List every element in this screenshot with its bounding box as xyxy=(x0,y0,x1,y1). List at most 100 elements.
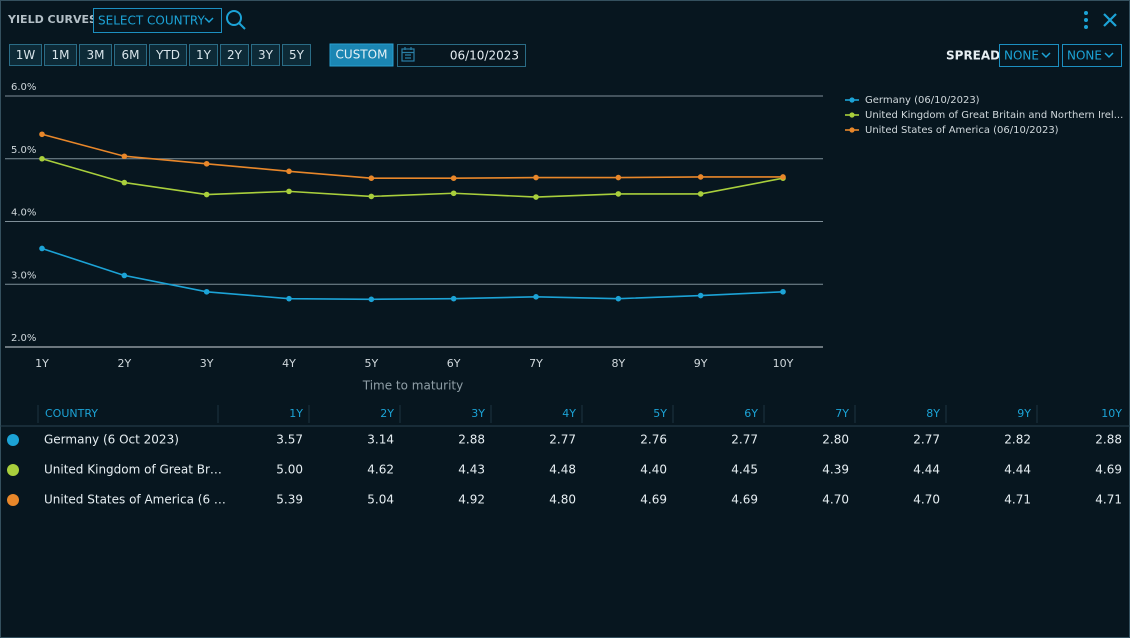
column-header: 7Y xyxy=(835,407,849,420)
chevron xyxy=(1104,52,1114,59)
period-label[interactable]: 2Y xyxy=(227,48,243,62)
period-button[interactable] xyxy=(251,44,280,66)
legend-dot xyxy=(849,127,855,133)
column-header: 3Y xyxy=(471,407,485,420)
period-buttons: 1W 1M 3M 6M YTD 1Y 2Y 3Y 5Y xyxy=(9,44,311,66)
value-cell: 2.82 xyxy=(1004,433,1031,447)
value-cell: 2.80 xyxy=(822,433,849,447)
custom-button[interactable]: CUSTOM xyxy=(329,43,394,67)
button-bg[interactable] xyxy=(329,43,394,67)
data-point xyxy=(697,292,704,299)
row-color-dot xyxy=(7,464,19,476)
x-tick-label: 9Y xyxy=(694,357,708,370)
period-button[interactable] xyxy=(9,44,42,66)
y-tick-label: 4.0% xyxy=(11,208,36,219)
close-icon[interactable] xyxy=(1103,13,1117,27)
row-color-dot xyxy=(7,494,19,506)
calendar-icon xyxy=(401,47,415,62)
select-text[interactable]: SELECT COUNTRY xyxy=(98,14,205,28)
data-point xyxy=(368,296,375,303)
spread-selects: NONE NONE xyxy=(999,44,1122,67)
value-cell: 4.69 xyxy=(1095,463,1122,477)
data-point xyxy=(39,131,45,138)
period-button[interactable] xyxy=(149,44,187,66)
value-cell: 4.69 xyxy=(731,493,758,507)
x-tick-label: 6Y xyxy=(447,357,461,370)
value-cell: 4.70 xyxy=(822,493,849,507)
column-header: 1Y xyxy=(289,407,303,420)
value-cell: 2.77 xyxy=(731,433,758,447)
period-button[interactable] xyxy=(189,44,218,66)
country-cell: Germany (6 Oct 2023) xyxy=(44,433,179,447)
value-cell: 2.88 xyxy=(1095,433,1122,447)
spread-select[interactable] xyxy=(1062,44,1122,67)
value-cell: 2.77 xyxy=(913,433,940,447)
period-label[interactable]: 5Y xyxy=(289,48,305,62)
legend-label: United Kingdom of Great Britain and Nort… xyxy=(865,110,1123,121)
date-text[interactable]: 06/10/2023 xyxy=(450,49,519,63)
data-point xyxy=(697,174,704,180)
period-button[interactable] xyxy=(79,44,112,66)
legend-dot xyxy=(849,112,855,118)
data-point xyxy=(203,160,210,167)
country-cell: United Kingdom of Great Br… xyxy=(44,463,222,477)
data-point xyxy=(368,193,375,200)
column-header: 8Y xyxy=(926,407,940,420)
spread-select-text[interactable]: NONE xyxy=(1067,49,1102,63)
period-label[interactable]: 1M xyxy=(52,48,70,62)
menu-icon[interactable] xyxy=(1084,11,1088,29)
spread-select-text[interactable]: NONE xyxy=(1004,49,1039,63)
value-cell: 4.70 xyxy=(913,493,940,507)
y-tick-label: 3.0% xyxy=(11,270,36,281)
select-box[interactable] xyxy=(93,8,222,33)
period-label[interactable]: 1Y xyxy=(196,48,212,62)
period-button[interactable] xyxy=(44,44,77,66)
period-button[interactable] xyxy=(282,44,311,66)
period-button[interactable] xyxy=(220,44,249,66)
value-cell: 4.71 xyxy=(1095,493,1122,507)
period-label[interactable]: 3Y xyxy=(258,48,274,62)
value-cell: 4.69 xyxy=(640,493,667,507)
spread-label: SPREAD: xyxy=(946,49,1005,63)
value-cell: 4.80 xyxy=(549,493,576,507)
data-point xyxy=(533,194,539,200)
period-label[interactable]: 1W xyxy=(16,48,36,62)
x-tick-label: 3Y xyxy=(200,357,214,370)
data-point xyxy=(780,174,786,180)
country-select[interactable]: SELECT COUNTRY xyxy=(93,8,222,33)
column-header: 9Y xyxy=(1017,407,1031,420)
column-header: 4Y xyxy=(562,407,576,420)
column-header: 5Y xyxy=(653,407,667,420)
chart: 2.0% 3.0% 4.0% 5.0% 6.0% 1Y 2Y 3Y 4Y 5Y 6Y 7Y 8Y 9Y 10… xyxy=(5,82,1123,393)
data-point xyxy=(203,191,210,198)
date-box[interactable] xyxy=(397,44,526,67)
data-point xyxy=(615,174,622,181)
y-tick-label: 2.0% xyxy=(11,333,36,344)
button-label[interactable]: CUSTOM xyxy=(336,48,388,62)
window-title: YIELD CURVES xyxy=(7,13,97,26)
data-point xyxy=(286,295,292,302)
value-cell: 4.48 xyxy=(549,463,576,477)
data-point xyxy=(39,155,45,162)
period-label[interactable]: 6M xyxy=(122,48,140,62)
value-cell: 2.88 xyxy=(458,433,485,447)
period-button[interactable] xyxy=(114,44,147,66)
data-point xyxy=(780,288,786,295)
period-label[interactable]: 3M xyxy=(87,48,105,62)
data-point xyxy=(203,288,210,295)
x-tick-label: 4Y xyxy=(282,357,296,370)
value-cell: 3.14 xyxy=(367,433,394,447)
search-icon[interactable] xyxy=(226,10,246,30)
period-label[interactable]: YTD xyxy=(155,48,180,62)
spread-select[interactable] xyxy=(999,44,1059,67)
chevron xyxy=(1041,52,1051,59)
series-line xyxy=(41,157,784,198)
date-input[interactable]: 06/10/2023 xyxy=(397,44,526,67)
column-header: 6Y xyxy=(744,407,758,420)
y-tick-label: 6.0% xyxy=(11,82,36,93)
value-cell: 3.57 xyxy=(276,433,303,447)
value-cell: 4.40 xyxy=(640,463,667,477)
value-cell: 4.71 xyxy=(1004,493,1031,507)
